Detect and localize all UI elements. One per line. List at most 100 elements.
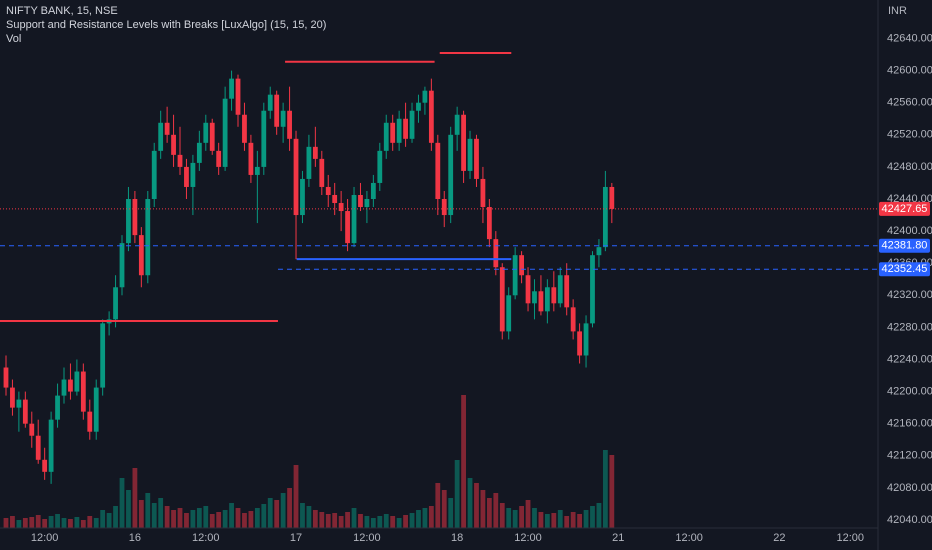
candle-body bbox=[184, 166, 189, 187]
volume-bar bbox=[474, 483, 479, 528]
volume-bar bbox=[184, 513, 189, 528]
y-tick-label: 42160.00 bbox=[887, 418, 932, 430]
volume-bar bbox=[512, 510, 518, 528]
volume-bar bbox=[403, 515, 408, 528]
volume-bar bbox=[35, 515, 41, 528]
volume-bar bbox=[158, 498, 164, 528]
candle-body bbox=[461, 114, 466, 171]
candle-body bbox=[293, 138, 299, 216]
currency-label: INR bbox=[888, 5, 907, 17]
x-tick-label: 12:00 bbox=[353, 532, 381, 544]
candle-body bbox=[138, 235, 144, 276]
candle-body bbox=[480, 178, 486, 208]
volume-bar bbox=[564, 516, 570, 528]
volume-bar bbox=[538, 512, 544, 528]
candle-body bbox=[190, 162, 196, 187]
volume-bar bbox=[55, 514, 60, 528]
y-tick-label: 42440.00 bbox=[887, 193, 932, 205]
volume-bar bbox=[499, 503, 505, 528]
volume-bar bbox=[42, 519, 48, 528]
candle-body bbox=[280, 110, 286, 127]
volume-bar bbox=[532, 508, 537, 528]
volume-bar bbox=[345, 512, 350, 528]
x-tick-label: 16 bbox=[129, 532, 141, 544]
volume-bar bbox=[222, 510, 228, 528]
volume-bar bbox=[486, 498, 492, 528]
volume-bar bbox=[383, 514, 389, 528]
candle-body bbox=[506, 295, 512, 332]
x-tick-label: 17 bbox=[290, 532, 302, 544]
candle-body bbox=[609, 186, 615, 209]
volume-bar bbox=[203, 506, 209, 528]
candle-body bbox=[319, 158, 325, 187]
candle-body bbox=[519, 255, 524, 276]
volume-bar bbox=[396, 518, 402, 528]
candle-body bbox=[132, 199, 138, 236]
volume-bar bbox=[93, 518, 99, 528]
volume-bar bbox=[428, 506, 434, 528]
candle-body bbox=[203, 122, 209, 143]
price-label-box bbox=[879, 201, 930, 216]
candle-body bbox=[267, 94, 273, 111]
candle-body bbox=[428, 90, 434, 143]
candle-body bbox=[10, 387, 15, 408]
candle-body bbox=[87, 411, 93, 432]
volume-bar bbox=[16, 520, 22, 528]
plot bbox=[0, 51, 878, 528]
candle-body bbox=[564, 275, 570, 308]
candle-body bbox=[538, 291, 544, 312]
candle-body bbox=[467, 138, 473, 171]
x-tick-label: 12:00 bbox=[31, 532, 59, 544]
y-tick-label: 42200.00 bbox=[887, 385, 932, 397]
volume-bar bbox=[557, 510, 563, 528]
volume-bar bbox=[602, 450, 608, 528]
chart-title: NIFTY BANK, 15, NSE bbox=[6, 5, 118, 17]
candle-body bbox=[29, 423, 35, 436]
volume-bar bbox=[106, 513, 112, 528]
candle-body bbox=[416, 102, 421, 111]
volume-bar bbox=[267, 498, 273, 528]
candle-body bbox=[338, 203, 344, 212]
price-label: 42427.65 bbox=[882, 203, 928, 215]
candle-body bbox=[42, 459, 48, 472]
volume-bar bbox=[3, 518, 9, 528]
volume-bar bbox=[229, 503, 234, 528]
x-tick-label: 21 bbox=[612, 532, 624, 544]
y-tick-label: 42040.00 bbox=[887, 514, 932, 526]
volume-bar bbox=[177, 508, 183, 528]
candle-body bbox=[422, 90, 428, 103]
candle-body bbox=[499, 267, 505, 332]
candle-body bbox=[254, 166, 260, 175]
candle-body bbox=[570, 307, 576, 332]
candle-body bbox=[235, 78, 241, 115]
volume-bar bbox=[293, 465, 299, 528]
candle-body bbox=[493, 239, 499, 268]
volume-bar bbox=[364, 516, 370, 528]
volume-bar bbox=[551, 513, 557, 528]
volume-bar bbox=[441, 490, 447, 528]
candle-body bbox=[577, 331, 582, 356]
volume-bar bbox=[609, 455, 615, 528]
candle-body bbox=[209, 122, 215, 151]
volume-bar bbox=[583, 510, 589, 528]
volume-bar bbox=[29, 517, 35, 528]
y-tick-label: 42240.00 bbox=[887, 353, 932, 365]
candle-body bbox=[596, 247, 602, 256]
volume-bar bbox=[145, 493, 151, 528]
candle-body bbox=[486, 207, 492, 240]
candle-body bbox=[145, 199, 151, 276]
price-label: 42381.80 bbox=[882, 240, 928, 252]
candle-body bbox=[590, 255, 595, 324]
volume-bar bbox=[416, 510, 421, 528]
volume-bar bbox=[100, 510, 106, 528]
volume-label: Vol bbox=[6, 33, 21, 45]
volume-bar bbox=[409, 513, 415, 528]
volume-bar bbox=[235, 508, 241, 528]
volume-bar bbox=[596, 503, 602, 528]
volume-bar bbox=[319, 512, 325, 528]
candle-body bbox=[80, 371, 86, 412]
volume-bar bbox=[190, 510, 196, 528]
volume-bar bbox=[261, 504, 267, 528]
volume-bar bbox=[570, 512, 576, 528]
candle-body bbox=[370, 182, 376, 200]
